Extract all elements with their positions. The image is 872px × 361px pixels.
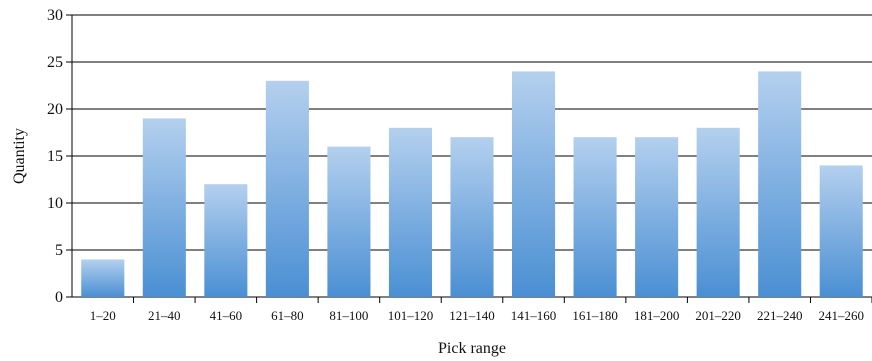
y-tick-label: 0 bbox=[55, 289, 63, 306]
x-tick-label: 21–40 bbox=[148, 308, 181, 323]
x-tick-label: 121–140 bbox=[449, 308, 495, 323]
x-tick-label: 81–100 bbox=[329, 308, 368, 323]
y-tick-label: 20 bbox=[47, 101, 63, 118]
bar bbox=[81, 259, 125, 297]
bar bbox=[450, 137, 494, 297]
bar bbox=[265, 80, 309, 297]
tick-labels: 0 5 10 15 20 25 30 1–20 21–40 41–60 61–80 81–100 101… bbox=[47, 7, 864, 323]
x-tick-label: 1–20 bbox=[90, 308, 116, 323]
axes bbox=[66, 14, 872, 303]
x-tick-label: 161–180 bbox=[572, 308, 618, 323]
bars bbox=[81, 71, 863, 298]
y-tick-label: 25 bbox=[47, 54, 63, 71]
x-tick-label: 141–160 bbox=[511, 308, 557, 323]
bar bbox=[388, 127, 432, 297]
bar bbox=[573, 137, 617, 297]
y-axis-title: Quantity bbox=[11, 128, 28, 184]
x-tick-label: 221–240 bbox=[757, 308, 803, 323]
x-tick-label: 181–200 bbox=[634, 308, 680, 323]
x-tick-label: 61–80 bbox=[271, 308, 304, 323]
x-tick-label: 241–260 bbox=[818, 308, 864, 323]
y-tick-label: 10 bbox=[47, 195, 63, 212]
bar bbox=[512, 71, 556, 298]
bar bbox=[327, 146, 371, 297]
bar bbox=[635, 137, 679, 297]
bar bbox=[696, 127, 740, 297]
y-tick-label: 15 bbox=[47, 148, 63, 165]
y-tick-label: 5 bbox=[55, 242, 63, 259]
bar bbox=[819, 165, 863, 297]
x-tick-label: 101–120 bbox=[388, 308, 434, 323]
x-tick-label: 41–60 bbox=[210, 308, 243, 323]
bar bbox=[204, 184, 248, 297]
y-tick-label: 30 bbox=[47, 7, 63, 24]
x-axis-title: Pick range bbox=[438, 340, 506, 357]
x-tick-label: 201–220 bbox=[695, 308, 741, 323]
bar bbox=[758, 71, 802, 298]
bar bbox=[142, 118, 186, 298]
